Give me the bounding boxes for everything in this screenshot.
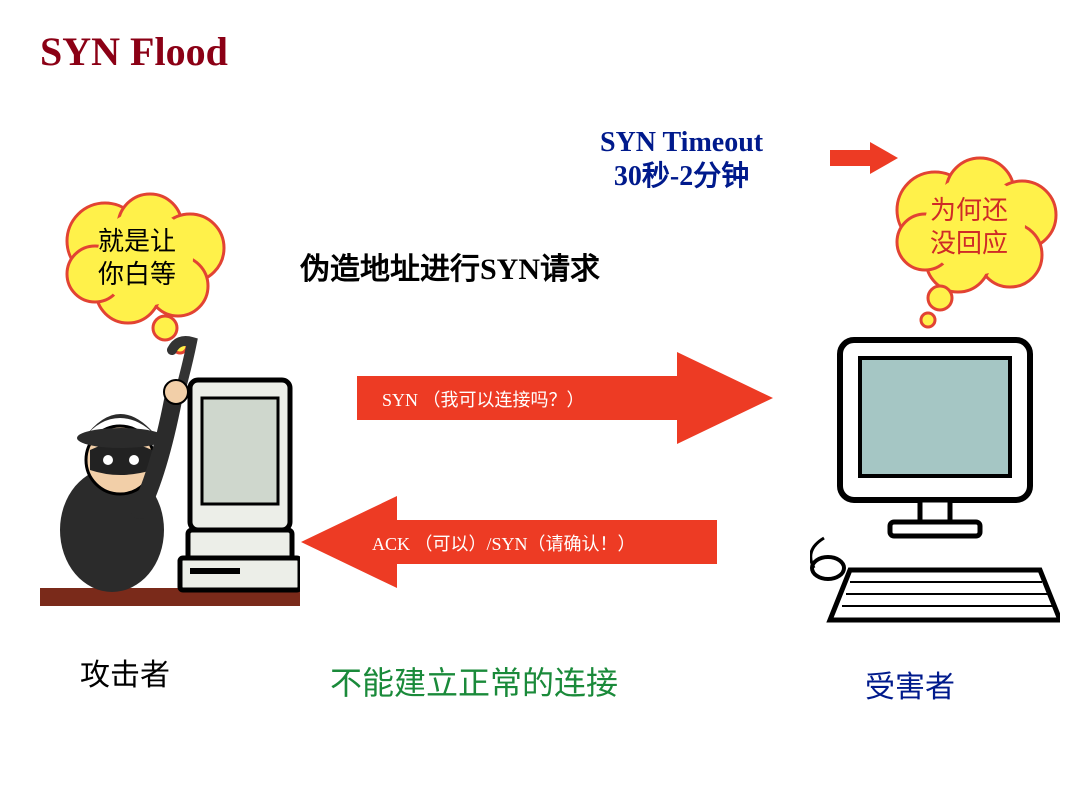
arrow-right-label: SYN （我可以连接吗？） [382, 386, 585, 412]
bubble-right-text: 为何还 没回应 [930, 195, 1008, 260]
attacker-figure-icon [40, 320, 300, 620]
attacker-screen [202, 398, 278, 504]
timeout-line2: 30秒-2分钟 [600, 160, 763, 194]
cannot-connect-text: 不能建立正常的连接 [330, 658, 618, 704]
attacker-label: 攻击者 [80, 650, 170, 694]
victim-screen [860, 358, 1010, 476]
bubble-left-text: 就是让 你白等 [98, 226, 176, 291]
forged-address-subtitle: 伪造地址进行SYN请求 [300, 244, 600, 288]
attacker-eye-left [103, 455, 113, 465]
victim-label: 受害者 [865, 662, 955, 706]
attacker-hat-brim [77, 428, 165, 448]
victim-mouse [812, 557, 844, 579]
victim-thought-bubble: 为何还 没回应 [880, 150, 1067, 345]
timeout-line1: SYN Timeout [600, 126, 763, 160]
victim-monitor-foot [890, 522, 980, 536]
attacker-drive-slot [190, 568, 240, 574]
attacker-eye-right [129, 455, 139, 465]
title-text: SYN Flood [40, 29, 228, 74]
slide-title: SYN Flood [40, 28, 228, 75]
syn-timeout-label: SYN Timeout 30秒-2分钟 [600, 126, 763, 193]
victim-figure-icon [810, 320, 1060, 630]
subtitle-text: 伪造地址进行SYN请求 [300, 253, 600, 286]
arrow-left-label: ACK （可以）/SYN（请确认！） [372, 530, 636, 556]
attacker-hand [164, 380, 188, 404]
